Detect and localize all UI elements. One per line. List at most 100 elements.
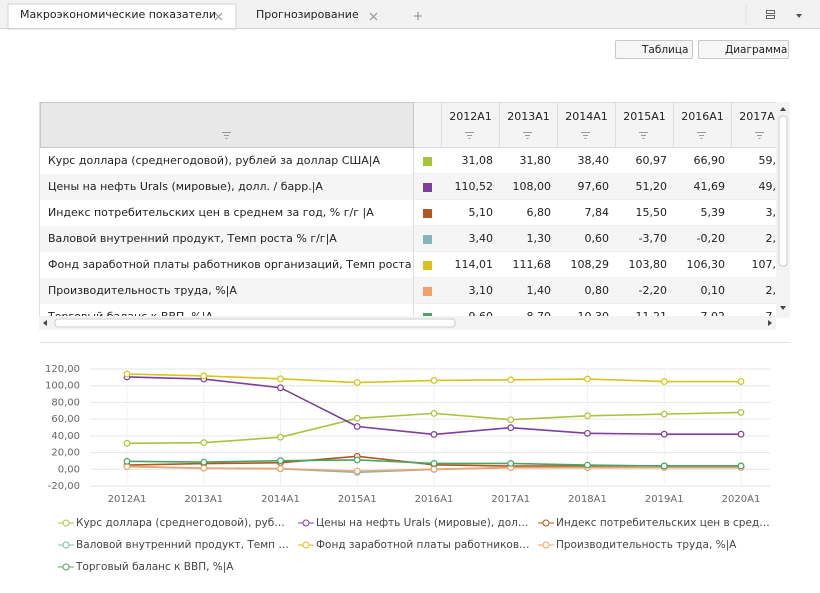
y-tick-label: 40,00 xyxy=(51,431,80,442)
cell-value: 5,39 xyxy=(700,206,726,219)
point xyxy=(507,460,515,467)
chart-button[interactable]: Диаграмма xyxy=(698,40,789,59)
cell-value: 1,40 xyxy=(526,284,552,297)
cell-value: 9,60 xyxy=(468,310,494,318)
column-header: 2015A1 xyxy=(615,102,673,148)
x-tick-label: 2019A1 xyxy=(645,494,684,505)
point xyxy=(353,467,361,475)
filter-icon[interactable] xyxy=(697,132,707,140)
filter-icon[interactable] xyxy=(222,132,232,140)
point xyxy=(507,416,515,424)
cell-value: 3,40 xyxy=(468,232,494,245)
filter-icon[interactable] xyxy=(639,132,649,140)
cell-value: 1,30 xyxy=(526,232,552,245)
filter-icon[interactable] xyxy=(523,132,533,140)
color-swatch xyxy=(423,313,432,318)
point xyxy=(277,384,284,392)
color-swatch xyxy=(423,287,432,296)
cell-value: 108,00 xyxy=(512,180,552,193)
cell-value: 106,30 xyxy=(686,258,726,271)
y-tick-label: 120,00 xyxy=(45,364,80,375)
column-header: 2017A1 xyxy=(731,102,777,148)
point xyxy=(584,412,591,420)
tab[interactable]: Прогнозирование xyxy=(256,8,359,21)
cell-value: -2,20 xyxy=(638,284,667,297)
column-header: 2012A1 xyxy=(441,102,499,148)
cell-value: 103,80 xyxy=(628,258,668,271)
point xyxy=(277,433,284,441)
legend-icon xyxy=(58,519,74,527)
x-tick-label: 2014A1 xyxy=(261,494,300,505)
column-header: 2016A1 xyxy=(673,102,731,148)
filter-icon[interactable] xyxy=(465,132,475,140)
cell-value: -3,70 xyxy=(638,232,667,245)
color-swatch xyxy=(423,235,432,244)
cell-value: 15,50 xyxy=(635,206,668,219)
filter-icon[interactable] xyxy=(581,132,591,140)
point xyxy=(430,377,438,384)
point xyxy=(277,375,284,383)
point xyxy=(123,457,131,465)
point xyxy=(353,423,361,430)
cell-value: 10,30 xyxy=(577,310,610,318)
legend-entry: Фонд заработной платы работников организ… xyxy=(316,539,530,551)
point xyxy=(584,461,591,469)
menu-icon xyxy=(766,10,775,19)
point xyxy=(737,462,745,470)
cell-value: 111,68 xyxy=(512,258,552,271)
cell-value: 3,8 xyxy=(765,206,778,219)
y-tick-label: 100,00 xyxy=(45,381,80,392)
filter-icon[interactable] xyxy=(755,132,765,140)
point xyxy=(584,429,591,437)
x-tick-label: 2013A1 xyxy=(184,494,223,505)
cell-value: 107,1 xyxy=(751,258,778,271)
cell-value: 0,80 xyxy=(584,284,610,297)
x-tick-label: 2015A1 xyxy=(338,494,377,505)
tab[interactable]: Макроэкономические показатели xyxy=(20,8,216,21)
cell-value: 114,01 xyxy=(454,258,494,271)
x-tick-label: 2017A1 xyxy=(491,494,530,505)
legend-icon xyxy=(298,541,314,549)
color-swatch xyxy=(423,261,432,270)
legend-entry: Индекс потребительских цен в среднем за … xyxy=(556,517,770,529)
point xyxy=(737,430,745,438)
point xyxy=(200,464,208,472)
legend-icon xyxy=(538,541,554,549)
cell-value: 7,84 xyxy=(584,206,610,219)
column-header: 2014A1 xyxy=(557,102,615,148)
cell-value: 31,08 xyxy=(461,154,494,167)
cell-value: -0,20 xyxy=(696,232,725,245)
cell-value: 108,29 xyxy=(570,258,610,271)
row-label: Курс доллара (среднегодовой), рублей за … xyxy=(40,148,414,174)
point xyxy=(430,460,438,467)
cell-value: 3,10 xyxy=(468,284,494,297)
point xyxy=(353,414,361,422)
point xyxy=(123,370,131,378)
y-tick-label: 80,00 xyxy=(51,397,80,408)
legend-icon xyxy=(298,519,314,527)
table-button[interactable]: Таблица xyxy=(615,40,693,59)
point xyxy=(277,465,284,473)
row-label: Индекс потребительских цен в среднем за … xyxy=(40,200,414,226)
point xyxy=(277,457,284,465)
cell-value: 5,10 xyxy=(468,206,494,219)
point xyxy=(660,430,668,438)
row-label: Валовой внутренний продукт, Темп роста %… xyxy=(40,226,414,252)
cell-value: 60,97 xyxy=(635,154,668,167)
point xyxy=(200,372,208,380)
x-tick-label: 2020A1 xyxy=(722,494,761,505)
point xyxy=(737,378,745,385)
active-tab-bg xyxy=(7,3,237,30)
h-scrollbar xyxy=(39,316,776,330)
column-header: 2013A1 xyxy=(499,102,557,148)
y-tick-label: 60,00 xyxy=(51,414,80,425)
cell-value: 51,20 xyxy=(635,180,668,193)
cell-value: 97,60 xyxy=(577,180,610,193)
cell-value: 59,3 xyxy=(758,154,778,167)
color-swatch xyxy=(423,183,432,192)
point xyxy=(660,462,668,470)
legend-entry: Цены на нефть Urals (мировые), долл. / б… xyxy=(316,517,530,529)
